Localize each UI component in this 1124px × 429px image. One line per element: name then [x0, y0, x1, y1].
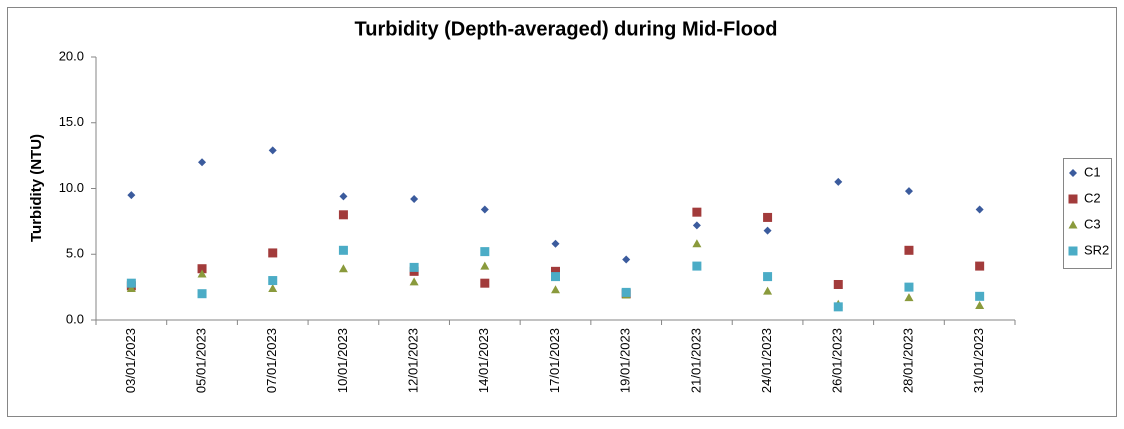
x-tick-label: 31/01/2023 [971, 328, 986, 393]
chart-frame [7, 7, 1117, 417]
point [338, 210, 348, 220]
point [975, 261, 985, 271]
legend-marker [1068, 220, 1078, 229]
legend-label: C3 [1084, 216, 1101, 231]
point [480, 205, 489, 214]
point [551, 239, 560, 248]
point [268, 146, 277, 155]
legend-marker [1068, 194, 1078, 204]
point [268, 276, 278, 286]
point [480, 278, 490, 288]
x-tick-label: 21/01/2023 [688, 328, 703, 393]
point [692, 239, 702, 248]
point [833, 302, 843, 312]
point [126, 283, 136, 292]
point [197, 264, 207, 274]
y-tick-label: 0.0 [66, 311, 84, 326]
point [692, 207, 702, 217]
point [338, 264, 348, 273]
x-tick-label: 10/01/2023 [335, 328, 350, 393]
point [268, 283, 278, 292]
x-tick-label: 19/01/2023 [618, 328, 633, 393]
chart-title: Turbidity (Depth-averaged) during Mid-Fl… [355, 18, 778, 40]
legend-marker [1068, 246, 1078, 256]
legend-label: SR2 [1084, 242, 1109, 257]
point [127, 191, 136, 200]
point [198, 158, 207, 167]
point [551, 272, 560, 282]
point [197, 289, 207, 299]
point [621, 287, 631, 297]
point [975, 291, 985, 301]
point [833, 279, 843, 289]
point [338, 245, 348, 255]
point [692, 221, 701, 230]
point [763, 212, 773, 222]
point [692, 261, 702, 271]
point [904, 282, 914, 292]
point [763, 226, 772, 235]
legend-marker [1069, 169, 1077, 177]
x-tick-label: 28/01/2023 [900, 328, 915, 393]
point [975, 205, 984, 214]
point [339, 192, 348, 201]
point [622, 255, 631, 264]
point [551, 285, 560, 294]
point [410, 195, 419, 204]
x-tick-label: 05/01/2023 [193, 328, 208, 393]
x-tick-label: 24/01/2023 [759, 328, 774, 393]
point [763, 286, 773, 295]
x-tick-label: 12/01/2023 [406, 328, 421, 393]
y-tick-label: 20.0 [59, 48, 84, 63]
point [268, 248, 278, 258]
point [763, 272, 773, 282]
point [904, 245, 914, 255]
point [197, 269, 207, 278]
point [551, 266, 560, 276]
x-tick-label: 17/01/2023 [547, 328, 562, 393]
point [480, 247, 490, 257]
x-tick-label: 26/01/2023 [830, 328, 845, 393]
y-axis-title: Turbidity (NTU) [28, 134, 45, 242]
point [409, 277, 419, 286]
x-tick-label: 07/01/2023 [264, 328, 279, 393]
x-tick-label: 03/01/2023 [123, 328, 138, 393]
point [904, 293, 914, 302]
y-tick-label: 15.0 [59, 114, 84, 129]
point [834, 177, 843, 186]
y-tick-label: 10.0 [59, 180, 84, 195]
legend-label: C1 [1084, 164, 1101, 179]
legend-label: C2 [1084, 190, 1101, 205]
point [904, 187, 913, 196]
point [480, 261, 490, 270]
point [126, 278, 136, 288]
x-tick-label: 14/01/2023 [476, 328, 491, 393]
point [975, 301, 985, 310]
y-tick-label: 5.0 [66, 246, 84, 261]
point [409, 262, 419, 272]
